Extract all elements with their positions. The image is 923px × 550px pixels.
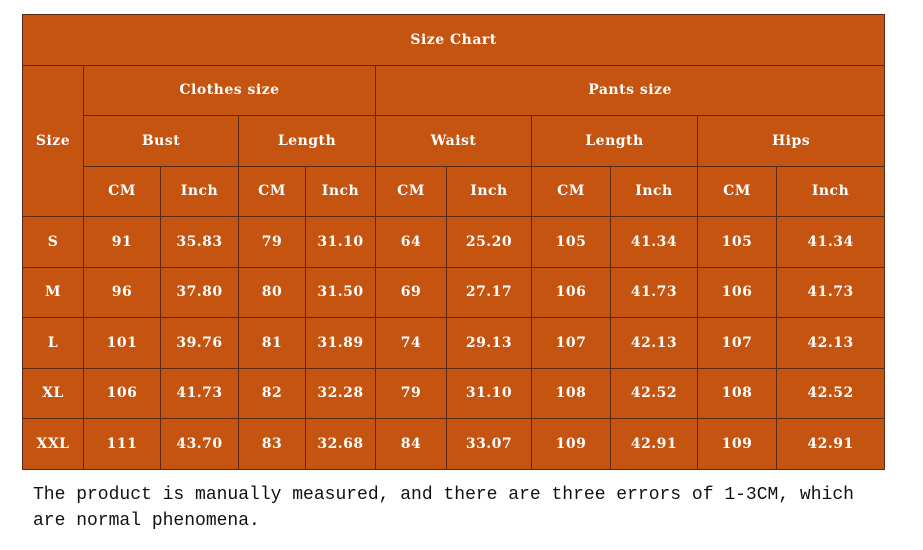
- measure-value: 37.80: [160, 266, 239, 318]
- measure-value: 106: [83, 367, 161, 419]
- measure-value: 31.89: [305, 317, 376, 369]
- unit-header: CM: [697, 165, 777, 217]
- group-header: Clothes size: [83, 64, 376, 116]
- measure-value: 106: [697, 266, 777, 318]
- measure-value: 96: [83, 266, 161, 318]
- measure-value: 91: [83, 216, 161, 268]
- unit-header: Inch: [160, 165, 239, 217]
- measure-value: 81: [238, 317, 306, 369]
- measure-value: 79: [375, 367, 447, 419]
- measure-value: 105: [531, 216, 611, 268]
- measure-value: 111: [83, 418, 161, 470]
- measure-value: 41.73: [610, 266, 698, 318]
- measure-value: 101: [83, 317, 161, 369]
- unit-header: Inch: [305, 165, 376, 217]
- size-label: XXL: [22, 418, 84, 470]
- unit-header: Inch: [610, 165, 698, 217]
- size-label: L: [22, 317, 84, 369]
- measure-value: 83: [238, 418, 306, 470]
- size-label: M: [22, 266, 84, 318]
- measure-value: 31.50: [305, 266, 376, 318]
- measure-value: 39.76: [160, 317, 239, 369]
- measure-value: 42.91: [610, 418, 698, 470]
- measure-value: 82: [238, 367, 306, 419]
- measure-value: 79: [238, 216, 306, 268]
- unit-header: CM: [238, 165, 306, 217]
- table-row: Size Chart: [21, 14, 886, 66]
- table-row: L 101 39.76 81 31.89 74 29.13 107 42.13 107 42.13: [22, 317, 886, 369]
- measure-value: 69: [375, 266, 447, 318]
- table-row: CM Inch CM Inch CM Inch CM Inch CM Inch: [23, 165, 886, 217]
- measure-value: 43.70: [160, 418, 239, 470]
- size-header: Size: [22, 64, 84, 217]
- table-row: M 96 37.80 80 31.50 69 27.17 106 41.73 106 41.73: [22, 266, 886, 318]
- measure-value: 31.10: [446, 367, 532, 419]
- unit-header: Inch: [446, 165, 532, 217]
- measure-value: 106: [531, 266, 611, 318]
- measure-value: 42.13: [610, 317, 698, 369]
- measure-header: Bust: [83, 115, 239, 167]
- measure-value: 42.52: [610, 367, 698, 419]
- note: The product is manually measured, and th…: [33, 485, 854, 531]
- measure-value: 107: [531, 317, 611, 369]
- measure-value: 108: [697, 367, 777, 419]
- table-body: Size Chart Size Clothes size Pants size Bust…: [21, 14, 886, 470]
- measure-value: 42.13: [775, 317, 886, 369]
- measure-value: 109: [697, 418, 777, 470]
- measure-value: 107: [697, 317, 777, 369]
- unit-header: CM: [531, 165, 611, 217]
- size-label: S: [22, 216, 84, 268]
- measure-value: 29.13: [446, 317, 532, 369]
- size-label: XL: [22, 367, 84, 419]
- table-row: XL 106 41.73 82 32.28 79 31.10 108 42.52 108 42.52: [22, 367, 886, 419]
- measure-value: 64: [375, 216, 447, 268]
- measure-value: 108: [531, 367, 611, 419]
- measure-header: Length: [238, 115, 376, 167]
- measure-value: 33.07: [446, 418, 532, 470]
- table-row: Bust Length Waist Length Hips: [23, 115, 886, 167]
- measure-value: 42.91: [775, 418, 886, 470]
- measure-value: 41.34: [775, 216, 886, 268]
- measure-header: Waist: [375, 115, 532, 167]
- group-header: Pants size: [374, 64, 886, 116]
- measure-value: 105: [697, 216, 777, 268]
- measure-value: 80: [238, 266, 306, 318]
- measure-header: Length: [531, 115, 698, 167]
- measure-value: 27.17: [446, 266, 532, 318]
- measure-value: 32.68: [305, 418, 376, 470]
- measure-value: 42.52: [775, 367, 886, 419]
- measure-value: 109: [531, 418, 611, 470]
- measure-value: 41.73: [775, 266, 886, 318]
- unit-header: CM: [375, 165, 447, 217]
- table-row: S 91 35.83 79 31.10 64 25.20 105 41.34 105 41.34: [22, 216, 886, 268]
- measure-header: Hips: [696, 115, 886, 167]
- size-table: Size Chart Size Clothes size Pants size Bust…: [21, 14, 886, 470]
- measure-value: 31.10: [305, 216, 376, 268]
- table-row: XXL 111 43.70 83 32.68 84 33.07 109 42.91 109 42.9…: [22, 418, 886, 470]
- measure-value: 84: [375, 418, 447, 470]
- table-row: Size Clothes size Pants size: [22, 64, 886, 217]
- measure-value: 35.83: [160, 216, 239, 268]
- measure-value: 41.34: [610, 216, 698, 268]
- table-title: Size Chart: [21, 14, 886, 66]
- measure-value: 32.28: [305, 367, 376, 419]
- measure-value: 41.73: [160, 367, 239, 419]
- measure-value: 25.20: [446, 216, 532, 268]
- unit-header: Inch: [775, 165, 886, 217]
- unit-header: CM: [83, 165, 161, 217]
- measure-value: 74: [375, 317, 447, 369]
